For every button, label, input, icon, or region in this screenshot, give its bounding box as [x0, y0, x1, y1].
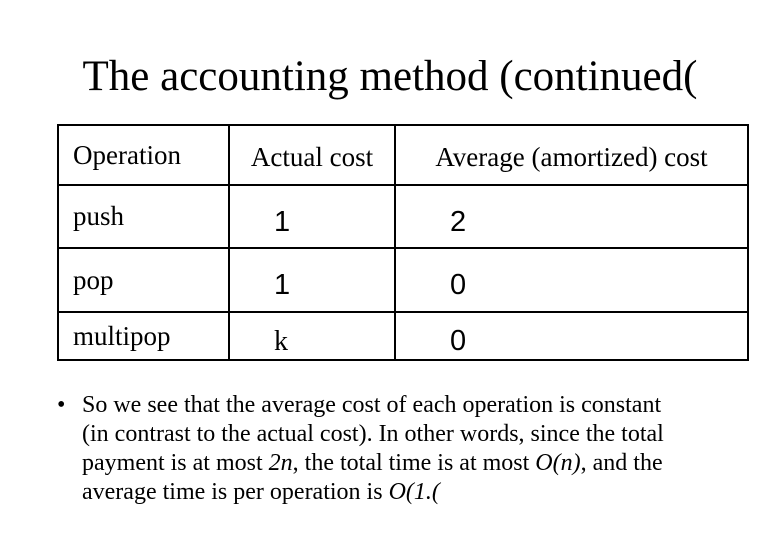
- table-row: multipop k 0: [57, 311, 749, 361]
- cost-table: Operation Actual cost Average (amortized…: [57, 124, 749, 361]
- bullet-line: payment is at most 2n, the total time is…: [82, 450, 663, 476]
- header-operation: Operation: [57, 124, 230, 186]
- cell-actual-multipop: k: [228, 311, 396, 361]
- header-actual-cost: Actual cost: [228, 124, 396, 186]
- cell-amortized-multipop: 0: [394, 311, 749, 361]
- bullet-line: (in contrast to the actual cost). In oth…: [82, 421, 664, 447]
- bullet-line: So we see that the average cost of each …: [82, 392, 662, 418]
- header-amortized-cost: Average (amortized) cost: [394, 124, 749, 186]
- cell-amortized-pop: 0: [394, 247, 749, 313]
- table-row: push 1 2: [57, 184, 749, 249]
- bullet-line: average time is per operation is O(1.(: [82, 479, 440, 505]
- slide-title: The accounting method (continued(: [82, 53, 698, 100]
- cell-amortized-push: 2: [394, 184, 749, 249]
- cell-operation-pop: pop: [57, 247, 230, 313]
- bullet-text: So we see that the average cost of each …: [82, 391, 664, 507]
- cell-actual-pop: 1: [228, 247, 396, 313]
- cell-actual-push: 1: [228, 184, 396, 249]
- table-header-row: Operation Actual cost Average (amortized…: [57, 124, 749, 186]
- cell-operation-multipop: multipop: [57, 311, 230, 361]
- bullet-paragraph: • So we see that the average cost of eac…: [57, 391, 664, 507]
- cell-operation-push: push: [57, 184, 230, 249]
- table-row: pop 1 0: [57, 247, 749, 313]
- bullet-marker: •: [57, 392, 66, 418]
